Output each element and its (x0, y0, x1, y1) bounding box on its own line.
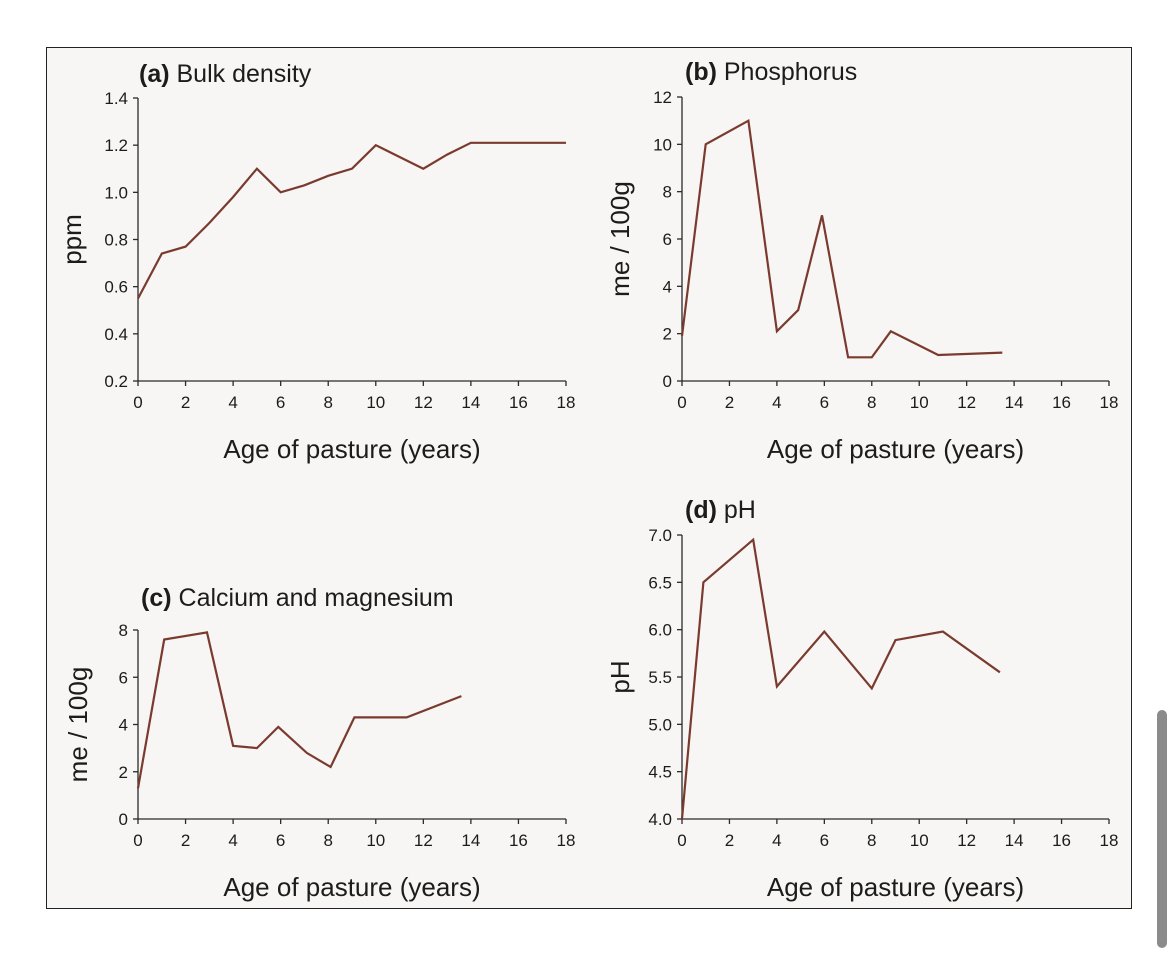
x-tick-label: 4 (228, 831, 237, 850)
x-tick-label: 16 (1052, 393, 1071, 412)
y-axis-title: pH (605, 660, 635, 693)
x-tick-label: 12 (957, 393, 976, 412)
panel-letter: (a) (139, 60, 170, 88)
series-line (136, 631, 462, 789)
series-line (680, 537, 1001, 820)
x-tick-label: 8 (867, 393, 876, 412)
y-tick-label: 4 (119, 716, 128, 735)
x-tick-label: 12 (414, 393, 433, 412)
x-tick-label: 6 (820, 831, 829, 850)
series-line (680, 118, 1003, 359)
panel-letter: (d) (685, 496, 717, 524)
y-tick-label: 6.0 (648, 621, 672, 640)
y-tick-label: 4.5 (648, 763, 672, 782)
x-tick-label: 4 (772, 393, 781, 412)
figure-frame: 0.2 0.4 0.6 0.8 1.0 1.2 1.4 0 2 4 6 8 10 12 14 16 18 (a) … (46, 47, 1132, 909)
y-tick-label: 2 (119, 763, 128, 782)
panel-a: 0.2 0.4 0.6 0.8 1.0 1.2 1.4 0 2 4 6 8 10 12 14 16 18 (a) … (57, 60, 575, 464)
x-tick-label: 8 (323, 393, 332, 412)
x-tick-label: 18 (557, 831, 576, 850)
x-axis-title: Age of pasture (years) (767, 434, 1024, 464)
x-tick-label: 10 (366, 393, 385, 412)
panel-d: 4.0 4.5 5.0 5.5 6.0 6.5 7.0 0 2 4 6 8 10 12 14 16 18 (d) … (605, 496, 1118, 902)
panel-title: (b) Phosphorus (685, 58, 857, 86)
panel-c: 0 2 4 6 8 0 2 4 6 8 10 12 14 16 18 (c) Calcium and magn… (63, 584, 575, 902)
y-tick-label: 0 (663, 372, 672, 391)
panel-b: 0 2 4 6 8 10 12 0 2 4 6 8 10 12 14 16 18 (b) Phosphorus Ag… (605, 58, 1118, 464)
y-tick-label: 2 (663, 325, 672, 344)
panel-title: (a) Bulk density (139, 60, 312, 88)
y-axis-title: me / 100g (605, 181, 635, 297)
x-tick-label: 6 (276, 831, 285, 850)
x-tick-label: 4 (772, 831, 781, 850)
y-tick-label: 5.5 (648, 668, 672, 687)
x-tick-label: 16 (509, 393, 528, 412)
x-tick-label: 16 (509, 831, 528, 850)
y-tick-label: 12 (653, 88, 672, 107)
x-tick-label: 2 (725, 831, 734, 850)
x-axis-title: Age of pasture (years) (767, 872, 1024, 902)
y-tick-label: 5.0 (648, 715, 672, 734)
x-tick-label: 0 (133, 393, 142, 412)
x-axis-title: Age of pasture (years) (223, 434, 480, 464)
y-axis-title: ppm (57, 214, 87, 265)
y-tick-label: 0.6 (104, 278, 128, 297)
x-tick-label: 0 (677, 831, 686, 850)
x-tick-label: 8 (323, 831, 332, 850)
panel-title-text: Calcium and magnesium (172, 584, 454, 612)
x-tick-label: 8 (867, 831, 876, 850)
x-tick-label: 10 (910, 831, 929, 850)
y-tick-label: 6 (119, 668, 128, 687)
x-tick-label: 10 (910, 393, 929, 412)
x-tick-label: 0 (677, 393, 686, 412)
x-tick-label: 14 (1005, 393, 1024, 412)
x-tick-label: 18 (1100, 393, 1119, 412)
panel-letter: (c) (141, 584, 172, 612)
y-tick-label: 0.2 (104, 372, 128, 391)
y-tick-label: 10 (653, 135, 672, 154)
x-tick-label: 0 (133, 831, 142, 850)
x-tick-label: 6 (276, 393, 285, 412)
y-tick-label: 0 (119, 810, 128, 829)
x-tick-label: 14 (461, 831, 480, 850)
y-tick-label: 8 (119, 621, 128, 640)
panel-title-text: Phosphorus (717, 58, 857, 86)
x-tick-label: 12 (414, 831, 433, 850)
series-line (137, 141, 566, 300)
panel-letter: (b) (685, 58, 717, 86)
x-tick-label: 4 (228, 393, 237, 412)
panel-title: (c) Calcium and magnesium (141, 584, 454, 612)
chart-canvas: 0.2 0.4 0.6 0.8 1.0 1.2 1.4 0 2 4 6 8 10 12 14 16 18 (a) … (57, 58, 1118, 902)
y-tick-label: 8 (663, 183, 672, 202)
y-tick-label: 1.0 (104, 183, 128, 202)
y-tick-label: 1.4 (104, 89, 128, 108)
x-tick-label: 18 (1100, 831, 1119, 850)
y-tick-label: 1.2 (104, 136, 128, 155)
y-tick-label: 7.0 (648, 526, 672, 545)
vertical-scrollbar-thumb[interactable] (1157, 710, 1167, 948)
x-tick-label: 10 (366, 831, 385, 850)
y-tick-label: 0.4 (104, 325, 128, 344)
x-axis-title: Age of pasture (years) (223, 872, 480, 902)
x-tick-label: 2 (725, 393, 734, 412)
panel-title-text: pH (717, 496, 756, 524)
x-tick-label: 14 (1005, 831, 1024, 850)
x-tick-label: 6 (820, 393, 829, 412)
x-tick-label: 2 (181, 831, 190, 850)
y-tick-label: 6 (663, 230, 672, 249)
panel-title-text: Bulk density (170, 60, 312, 88)
y-tick-label: 4 (663, 277, 672, 296)
x-tick-label: 16 (1052, 831, 1071, 850)
y-axis-title: me / 100g (63, 667, 93, 783)
x-tick-label: 12 (957, 831, 976, 850)
y-tick-label: 0.8 (104, 231, 128, 250)
panel-title: (d) pH (685, 496, 756, 524)
x-tick-label: 14 (461, 393, 480, 412)
y-tick-label: 4.0 (648, 810, 672, 829)
x-tick-label: 2 (181, 393, 190, 412)
x-tick-label: 18 (557, 393, 576, 412)
y-tick-label: 6.5 (648, 573, 672, 592)
